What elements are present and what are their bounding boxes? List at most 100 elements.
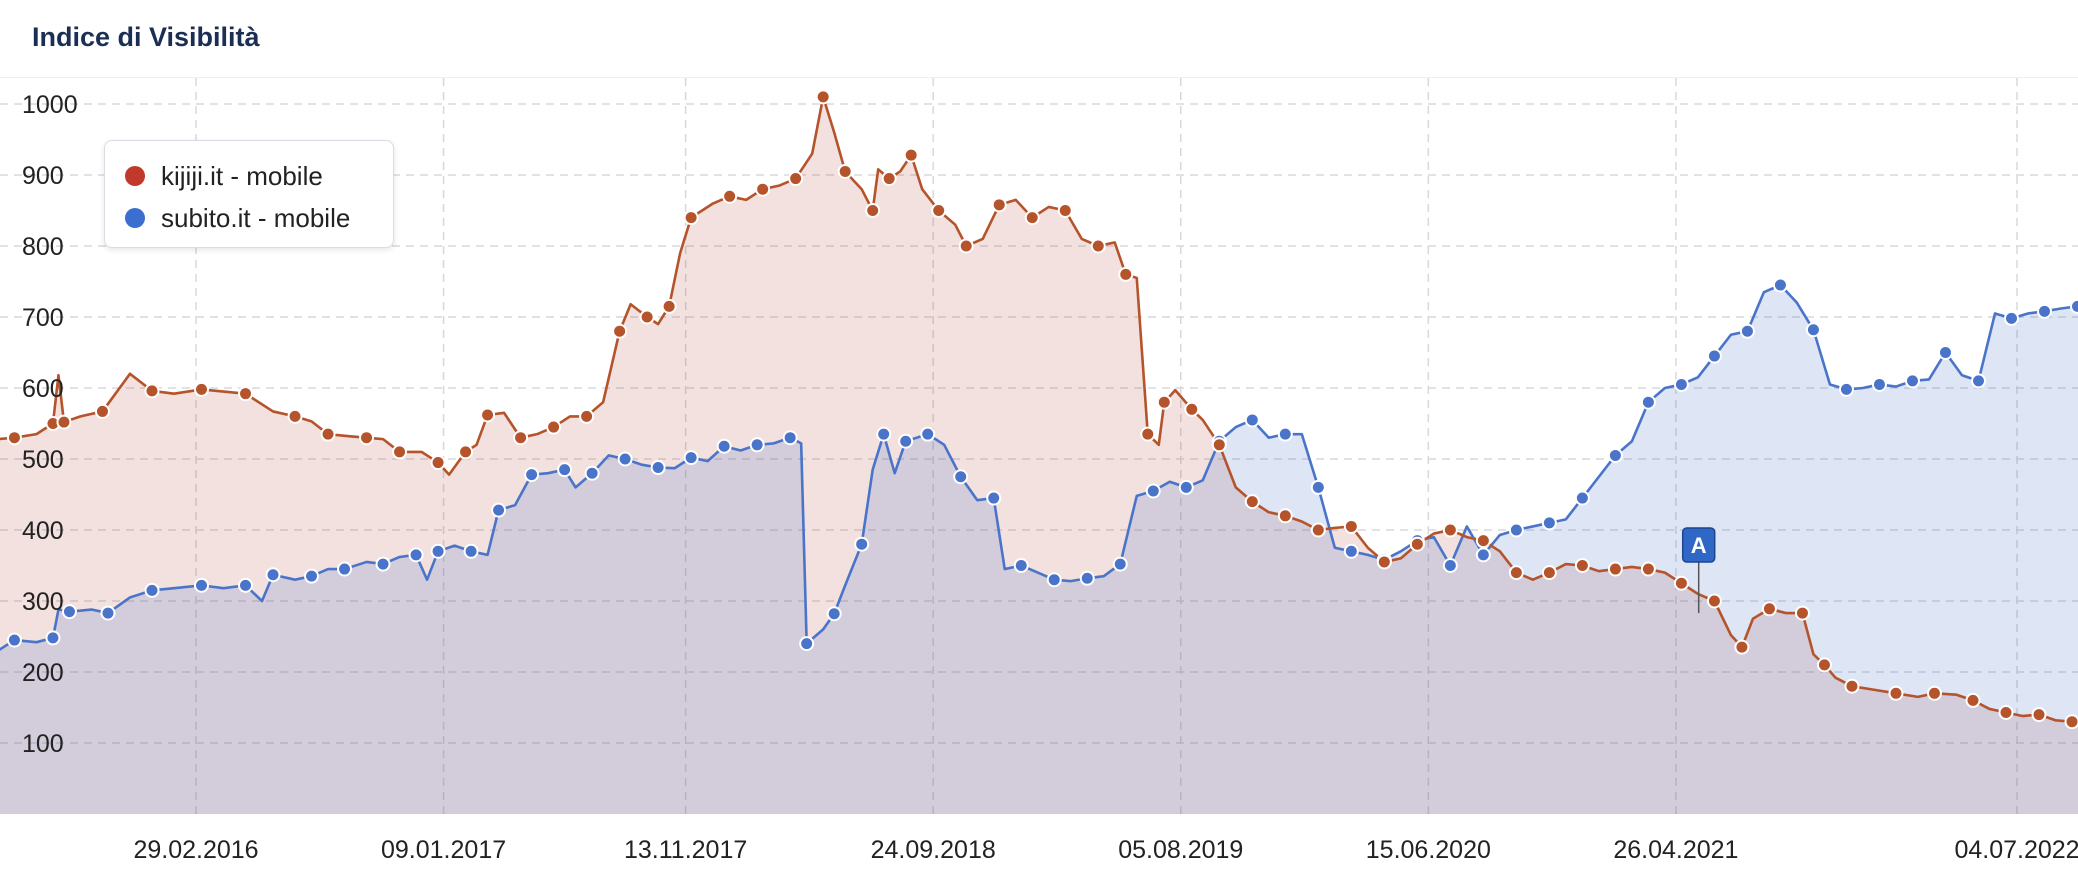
marker-subito [1475, 547, 1491, 563]
marker-subito [1178, 479, 1194, 495]
marker-subito [986, 490, 1002, 506]
marker-subito [2070, 298, 2078, 314]
y-tick-label: 400 [22, 517, 64, 545]
x-tick-label: 15.06.2020 [1366, 836, 1491, 864]
marker-subito [1607, 447, 1623, 463]
marker-subito [749, 437, 765, 453]
marker-kijiji [755, 181, 771, 197]
marker-kijiji [94, 403, 110, 419]
marker-subito [265, 567, 281, 583]
marker-subito [1970, 373, 1986, 389]
marker-subito [1937, 345, 1953, 360]
marker-kijiji [1640, 561, 1656, 577]
marker-subito [1310, 479, 1326, 495]
marker-kijiji [430, 455, 446, 471]
x-tick-label: 13.11.2017 [624, 836, 747, 864]
marker-subito [430, 543, 446, 559]
x-tick-label: 09.01.2017 [381, 836, 506, 864]
marker-subito [1772, 277, 1788, 293]
marker-kijiji [546, 419, 562, 435]
marker-kijiji [458, 444, 474, 460]
marker-subito [953, 469, 969, 485]
marker-kijiji [931, 203, 947, 218]
marker-kijiji [903, 147, 919, 163]
marker-kijiji [788, 171, 804, 187]
marker-subito [304, 568, 320, 584]
marker-kijiji [1926, 685, 1942, 701]
marker-subito [144, 582, 160, 598]
marker-kijiji [881, 171, 897, 187]
marker-kijiji [958, 238, 974, 254]
marker-kijiji [392, 444, 408, 460]
marker-kijiji [1211, 437, 1227, 453]
chart-title: Indice di Visibilità [32, 22, 260, 52]
marker-kijiji [612, 323, 628, 339]
marker-subito [2037, 303, 2053, 319]
marker-subito [1013, 558, 1029, 573]
annotation-label: A [1691, 533, 1707, 558]
marker-kijiji [1673, 575, 1689, 591]
marker-kijiji [1310, 522, 1326, 538]
marker-kijiji [1090, 238, 1106, 254]
marker-subito [557, 462, 573, 478]
marker-subito [854, 536, 870, 552]
marker-subito [1046, 572, 1062, 588]
legend-dot-kijiji [125, 166, 145, 186]
marker-subito [1343, 543, 1359, 559]
marker-subito [6, 632, 22, 648]
marker-subito [782, 430, 798, 446]
legend-label-subito: subito.it - mobile [161, 202, 351, 233]
marker-kijiji [1607, 561, 1623, 577]
marker-subito [1112, 556, 1128, 572]
marker-subito [100, 605, 116, 621]
marker-kijiji [991, 197, 1007, 213]
marker-subito [1805, 322, 1821, 338]
area-kijiji [0, 96, 2078, 814]
marker-kijiji [1706, 593, 1722, 609]
legend-item-kijiji[interactable]: kijiji.it - mobile [125, 161, 323, 191]
marker-kijiji [837, 163, 853, 179]
marker-subito [1871, 376, 1887, 392]
marker-kijiji [238, 386, 254, 402]
marker-subito [1706, 348, 1722, 364]
y-tick-label: 1000 [22, 91, 78, 119]
marker-kijiji [1844, 678, 1860, 694]
marker-subito [238, 577, 254, 593]
marker-subito [898, 433, 914, 449]
marker-kijiji [1541, 565, 1557, 581]
marker-subito [1640, 394, 1656, 410]
marker-subito [1541, 515, 1557, 531]
marker-kijiji [6, 430, 22, 446]
marker-subito [1673, 376, 1689, 392]
marker-kijiji [1156, 394, 1172, 410]
marker-subito [920, 426, 936, 442]
marker-subito [45, 630, 61, 646]
x-tick-label: 26.04.2021 [1613, 836, 1738, 864]
y-tick-label: 900 [22, 162, 64, 190]
marker-kijiji [1508, 565, 1524, 581]
legend-dot-subito [125, 208, 145, 228]
marker-kijiji [1816, 657, 1832, 673]
plot-area [0, 89, 2078, 814]
marker-kijiji [1574, 558, 1590, 573]
marker-kijiji [1140, 426, 1156, 442]
legend-item-subito[interactable]: subito.it - mobile [125, 203, 350, 233]
chart-legend: kijiji.it - mobile subito.it - mobile [104, 140, 394, 248]
y-tick-label: 700 [22, 304, 64, 332]
marker-subito [1904, 373, 1920, 389]
marker-kijiji [56, 414, 72, 430]
marker-kijiji [1057, 203, 1073, 218]
marker-kijiji [1184, 401, 1200, 417]
marker-kijiji [1888, 685, 1904, 701]
marker-subito [1145, 483, 1161, 499]
marker-kijiji [815, 89, 831, 105]
marker-kijiji [1024, 210, 1040, 226]
marker-kijiji [1761, 601, 1777, 617]
marker-kijiji [1277, 508, 1293, 524]
marker-kijiji [1409, 536, 1425, 552]
marker-subito [683, 450, 699, 466]
marker-subito [1277, 426, 1293, 442]
x-tick-label: 04.07.2022 [1954, 836, 2078, 864]
x-tick-label: 29.02.2016 [133, 836, 258, 864]
marker-subito [408, 547, 424, 563]
